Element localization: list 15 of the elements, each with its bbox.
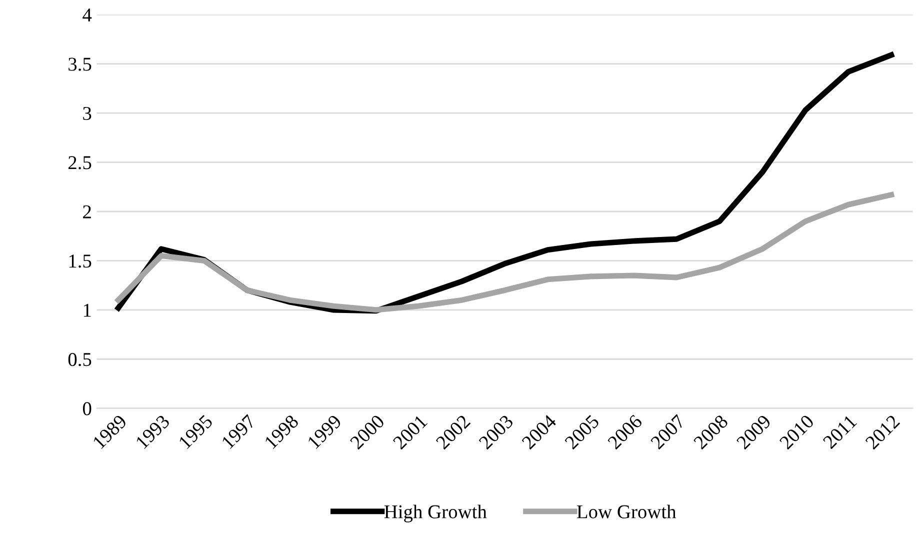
y-tick-label: 2 [83,205,91,218]
y-tick-label: 3.5 [68,58,92,71]
y-tick-label: 2.5 [68,156,92,170]
y-tick-label: 0.5 [68,352,92,366]
y-tick-label: 0 [82,402,92,416]
y-tick-label: 1.5 [69,254,92,268]
x-tick-label: 1999 [307,414,342,450]
x-tick-label: 2011 [822,414,858,450]
y-tick-label: 3 [83,106,92,120]
y-tick-label: 4 [82,8,92,22]
x-tick-label: 1989 [92,414,128,450]
y-tick-label: 1 [84,304,91,317]
legend-label: High Growth [384,504,487,522]
legend-label: Low Growth [576,504,676,518]
x-tick-label: 2001 [392,414,428,450]
